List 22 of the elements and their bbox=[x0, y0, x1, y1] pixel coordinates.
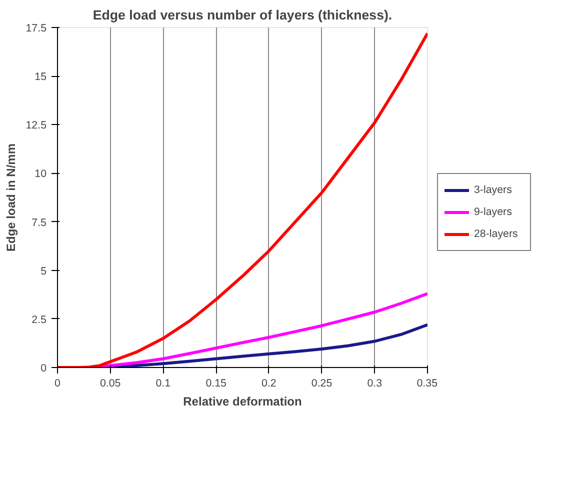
legend-label: 9-layers bbox=[474, 206, 513, 218]
y-tick-label: 2.5 bbox=[32, 314, 47, 326]
x-tick-label: 0.2 bbox=[262, 378, 276, 390]
y-tick-label: 10 bbox=[34, 168, 47, 180]
x-tick-label: 0.35 bbox=[416, 378, 438, 390]
y-tick-label: 12.5 bbox=[26, 120, 47, 132]
x-tick-label: 0.25 bbox=[311, 378, 332, 390]
y-tick-label: 7.5 bbox=[32, 216, 47, 229]
chart-title: Edge load versus number of layers (thickness). bbox=[92, 8, 392, 22]
y-tick-label: 15 bbox=[34, 71, 47, 84]
legend-label: 28-layers bbox=[474, 228, 519, 240]
x-tick-label: 0.05 bbox=[100, 378, 121, 390]
x-tick-label: 0.3 bbox=[367, 378, 382, 390]
y-axis-title: Edge load in N/mm bbox=[4, 143, 18, 252]
x-tick-label: 0.1 bbox=[156, 378, 171, 390]
y-tick-label: 0 bbox=[40, 362, 47, 374]
y-tick-label: 5 bbox=[40, 265, 47, 278]
x-tick-label: 0.15 bbox=[206, 378, 227, 390]
x-tick-label: 0 bbox=[54, 378, 61, 390]
legend-label: 3-layers bbox=[474, 184, 513, 196]
x-axis-title: Relative deformation bbox=[183, 394, 302, 408]
y-tick-label: 17.5 bbox=[26, 22, 47, 34]
